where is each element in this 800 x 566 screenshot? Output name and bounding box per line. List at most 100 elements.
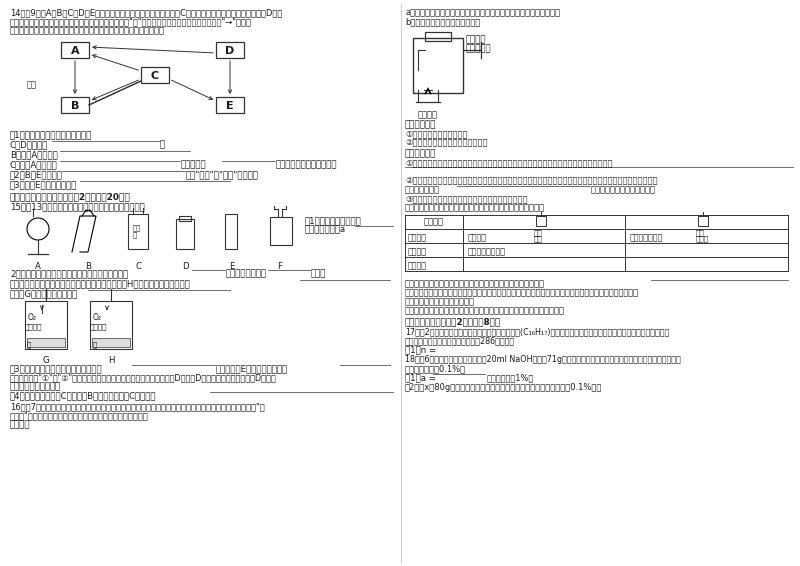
Text: （2）B与E的反应是: （2）B与E的反应是 [10,170,63,179]
Text: （填代号），可用: （填代号），可用 [226,269,267,278]
Bar [216,42,244,58]
Text: 种物质能转化为另一种物质，部分反应条件、反应物、生成物已略去。: 种物质能转化为另一种物质，部分反应条件、反应物、生成物已略去。 [10,26,165,35]
Text: O₂: O₂ [93,313,102,322]
Bar [90,301,132,349]
Text: B转化为A的反应：: B转化为A的反应： [10,150,58,159]
Text: ③为进一步确定氢氧化钠的变质程度，分别进行探究。: ③为进一步确定氢氧化钠的变质程度，分别进行探究。 [405,194,527,203]
Text: F: F [278,262,282,271]
Text: 算（结果精确到0.1%）: 算（结果精确到0.1%） [405,364,466,373]
Text: 溶液: 溶液 [534,235,542,242]
Text: 溶液变红: 溶液变红 [468,233,487,242]
Text: 16．（7分）火锅是我国独创的美食，历史悠久。火锅常用的一种燃料是固体酒精。某化学兴趣小组的同学对"固: 16．（7分）火锅是我国独创的美食，历史悠久。火锅常用的一种燃料是固体酒精。某化… [10,402,265,411]
Text: ②固体酒精中的氢氧化钠是否变质？: ②固体酒精中的氢氧化钠是否变质？ [405,138,487,147]
Text: ①酒精中是否含有碳元素？: ①酒精中是否含有碳元素？ [405,129,467,138]
Text: 是如何形成的：: 是如何形成的： [405,185,440,194]
Text: 法收集: 法收集 [311,269,326,278]
Bar [61,42,89,58]
Text: B: B [71,101,79,111]
Text: 酚酞: 酚酞 [534,229,542,235]
Text: （1）a =: （1）a = [405,373,436,382]
Text: （填物质名称）试剂。: （填物质名称）试剂。 [10,382,62,391]
Text: ②取少量固体酒精于烧杯中，加足量的水充分溶解后静置，发现烧杯底部有白色沉淀，请用化学方程式表示该沉淀: ②取少量固体酒精于烧杯中，加足量的水充分溶解后静置，发现烧杯底部有白色沉淀，请用… [405,176,658,185]
Text: B: B [85,262,91,271]
Text: 15．（13分）结合下列化学实验装置，回答有关问题。: 15．（13分）结合下列化学实验装置，回答有关问题。 [10,202,145,211]
Text: 常温铁丝: 常温铁丝 [90,323,107,329]
Text: ①按右图图示进行实验，发现烧杯内壁有一层白膜，可得出酒精中含有碳元素的结论，理由是: ①按右图图示进行实验，发现烧杯内壁有一层白膜，可得出酒精中含有碳元素的结论，理由… [405,158,613,167]
Text: O₂: O₂ [28,313,37,322]
Text: 则可证明清液中含有氢氧化钠。: 则可证明清液中含有氢氧化钠。 [405,297,475,306]
Text: D: D [226,46,234,56]
Text: H: H [108,356,114,365]
Bar [216,97,244,113]
Text: （1）写出图中标有字母: （1）写出图中标有字母 [305,216,362,225]
Text: 澄清石灰水: 澄清石灰水 [466,44,492,53]
Bar [413,38,463,93]
Bar [698,216,708,226]
Text: 内壁涂有: 内壁涂有 [466,35,486,44]
Text: 水: 水 [93,341,98,348]
Bar [128,214,148,249]
Text: C: C [135,262,141,271]
Text: D: D [182,262,188,271]
Text: 清液中含氢氧化钠: 清液中含氢氧化钠 [468,247,506,256]
Text: A: A [35,262,41,271]
Text: 实验结论: 实验结论 [408,247,427,256]
Text: 该反应属于: 该反应属于 [181,160,206,169]
Text: 18．（6分）将某溶液元素质量分为20ml NaOH溶液中71g的稀盐酸，反应后溶液中溶液浓度变化如下图所示，请计: 18．（6分）将某溶液元素质量分为20ml NaOH溶液中71g的稀盐酸，反应后… [405,355,681,364]
Text: 气体应从（填"①"或"②"）端进入；若要获得干燥的二氧化碳，可将装置D和装置D用胶皮管连接，并在装置D中盛放: 气体应从（填"①"或"②"）端进入；若要获得干燥的二氧化碳，可将装置D和装置D用… [10,373,277,382]
Text: ，由此说明氢氧化钠已变质。: ，由此说明氢氧化钠已变质。 [591,185,656,194]
Text: 17．（2分）板蓝根九主含有本草中的一种化学式为(C₁₆H₁₇)，带有黄酮类活性成分，具有止血、抗菌、抗炎及免疫等: 17．（2分）板蓝根九主含有本草中的一种化学式为(C₁₆H₁₇)，带有黄酮类活性… [405,327,670,336]
Text: 甲组同学取烧杯上层溶液于两支试管中，按下图所示进行实验。: 甲组同学取烧杯上层溶液于两支试管中，按下图所示进行实验。 [405,203,545,212]
Bar [270,217,292,245]
Text: （1）n =: （1）n = [405,345,436,354]
Text: 固体酒精: 固体酒精 [418,110,438,119]
Text: 【提出问题】: 【提出问题】 [405,120,437,129]
Text: 溶液中有碳酸钠: 溶液中有碳酸钠 [630,233,663,242]
Bar [25,301,67,349]
Bar [27,338,65,347]
Text: 。: 。 [160,140,165,149]
Text: 功能等药方。已知某黄酮的分子量为286，请计算: 功能等药方。已知某黄酮的分子量为286，请计算 [405,336,515,345]
Text: 体酒精"产生了好奇，对其成分进行探究，请你回答下列问题。: 体酒精"产生了好奇，对其成分进行探究，请你回答下列问题。 [10,411,149,420]
Text: b．氯化钙、氯化溶液均是中性。: b．氯化钙、氯化溶液均是中性。 [405,17,480,26]
Text: 多孔: 多孔 [133,224,141,230]
Text: G: G [42,356,50,365]
Text: 红热铁丝: 红热铁丝 [25,323,42,329]
Text: E: E [226,101,234,111]
Text: 三、实验与探究题（本题包括2个题，共20分）: 三、实验与探究题（本题包括2个题，共20分） [10,192,130,201]
Text: A: A [70,46,79,56]
Bar [92,338,130,347]
Text: （2）当x为80g时，所有溶液中溶质的质量分数是多少？（结果精确到0.1%）？: （2）当x为80g时，所有溶液中溶质的质量分数是多少？（结果精确到0.1%）？ [405,383,602,392]
Text: 溶液变化: 溶液变化 [408,233,427,242]
Text: 塞: 塞 [133,231,137,238]
Text: （1）写出下列反应的化学方程式：: （1）写出下列反应的化学方程式： [10,130,92,139]
Text: 查阅资料: 查阅资料 [10,420,30,429]
Text: 石灰水: 石灰水 [696,235,709,242]
Text: C: C [151,71,159,81]
Text: 电解: 电解 [27,80,37,89]
Text: 氧气。制得的氧气用来做如右下图所示的实验，发现H中铁丝不燃烧，其原因是: 氧气。制得的氧气用来做如右下图所示的实验，发现H中铁丝不燃烧，其原因是 [10,279,190,288]
Text: 【实验探究】: 【实验探究】 [405,149,437,158]
Text: C与D的反应：: C与D的反应： [10,140,48,149]
Text: C转化为A的反应：: C转化为A的反应： [10,160,58,169]
Bar [61,97,89,113]
Text: E: E [230,262,234,271]
Bar [141,67,169,83]
Text: ，写出G中反应的化学方程式: ，写出G中反应的化学方程式 [10,289,78,298]
Text: （3）写出E物质的一种用途: （3）写出E物质的一种用途 [10,180,78,189]
Text: 【实验结论】小组同学经过讨论认为，固体酒精中的氢氧化钠部分变质。: 【实验结论】小组同学经过讨论认为，固体酒精中的氢氧化钠部分变质。 [405,306,565,315]
Text: （结果精确到1%）: （结果精确到1%） [487,373,534,382]
Text: a．固体酒精是用酒精、氯化钙和氢氧化钠按一定的质量比混合而成。: a．固体酒精是用酒精、氯化钙和氢氧化钠按一定的质量比混合而成。 [405,8,560,17]
Text: 乙组同学认为甲组实验不能说明清液中一定含氢氧化钠，理由是: 乙组同学认为甲组实验不能说明清液中一定含氢氧化钠，理由是 [405,279,545,288]
Text: 丙组将烧杯中上层溶液，加足量氯化钙溶液，充分反应后，静置，取上层溶液，加酚酞溶液，酚酞溶液变红，: 丙组将烧杯中上层溶液，加足量氯化钙溶液，充分反应后，静置，取上层溶液，加酚酞溶液… [405,288,639,297]
Text: 2）实验室用氯酸钾制取氧气（应选择的发生装置是: 2）实验室用氯酸钾制取氧气（应选择的发生装置是 [10,269,128,278]
Text: （3）实验室制取二氧化碳常用的药品是: （3）实验室制取二氧化碳常用的药品是 [10,364,102,373]
Bar [536,216,546,226]
Text: 水: 水 [27,341,31,348]
Text: 实验结论: 实验结论 [408,261,427,270]
Bar [225,214,237,249]
Text: 理石的主要成分，其相互反应及转化关系如下图所示。"一"表示相连的两物质之间能发生反应，"→"表示一: 理石的主要成分，其相互反应及转化关系如下图所示。"一"表示相连的两物质之间能发生… [10,17,252,26]
Text: 的仪器的名称：a: 的仪器的名称：a [305,225,346,234]
Text: 澄清: 澄清 [696,229,705,235]
Text: 四、计算题（本题包含2个题，共8分）: 四、计算题（本题包含2个题，共8分） [405,317,501,326]
